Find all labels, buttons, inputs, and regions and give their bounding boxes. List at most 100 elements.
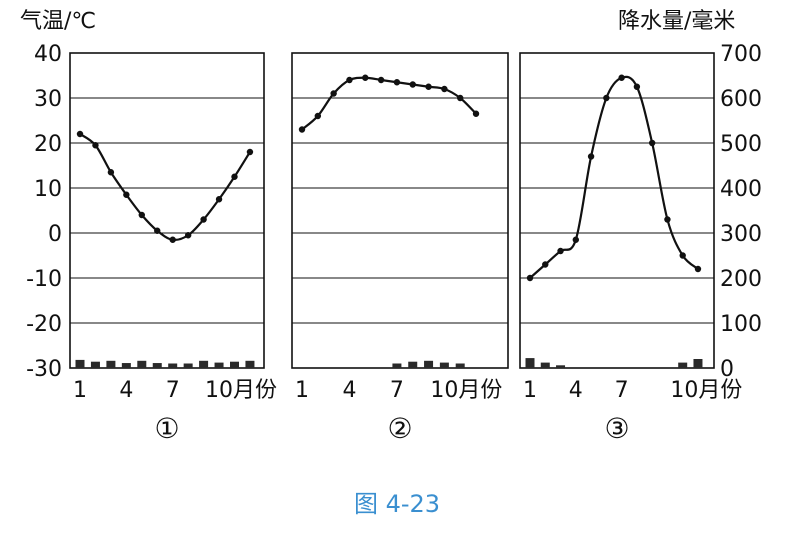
right-tick-label: 0 [720, 357, 734, 382]
temperature-point [603, 94, 610, 102]
panel-label: ③ [604, 412, 629, 445]
temperature-point [184, 232, 192, 239]
temperature-point [200, 216, 207, 223]
temperature-point [92, 142, 99, 149]
temperature-point [377, 76, 385, 84]
precip-bar [439, 362, 449, 368]
right-tick-label: 500 [720, 132, 762, 157]
x-tick-label: 1 [73, 378, 87, 403]
x-tick-label: 10 [205, 378, 233, 403]
temperature-point [346, 76, 353, 84]
precip-bar [214, 362, 224, 368]
left-tick-label: -30 [26, 357, 62, 382]
temperature-point [441, 85, 448, 93]
right-axis-label: 降水量/毫米 [618, 9, 735, 34]
temperature-point [314, 112, 322, 120]
right-tick-label: 700 [720, 42, 762, 67]
temperature-point [246, 148, 254, 156]
panel-label: ① [154, 412, 179, 445]
precip-bar [408, 361, 418, 368]
precip-bar [121, 363, 131, 368]
climate-panel-1: 1 4 7 10 月份 ① [69, 52, 277, 445]
temperature-point [138, 211, 145, 219]
temperature-point [557, 247, 564, 255]
climate-panel-3: 1 4 7 10月份 ③ [519, 52, 742, 445]
precip-bar [152, 363, 162, 368]
x-tick-label: 7 [390, 378, 404, 403]
right-tick-label: 100 [720, 312, 762, 337]
temperature-point [154, 227, 161, 234]
temperature-point [472, 110, 480, 117]
x-tick-label: 7 [166, 378, 180, 403]
temperature-point [330, 90, 337, 97]
x-tick-label: 7 [615, 378, 629, 403]
temperature-point [409, 81, 416, 88]
temperature-line [79, 133, 251, 242]
temperature-point [76, 130, 84, 138]
temperature-point [526, 274, 534, 282]
x-axis-suffix: 10月份 [670, 378, 742, 403]
temperature-point [694, 265, 702, 273]
precip-bar [137, 360, 147, 368]
temperature-point [298, 126, 306, 133]
temperature-point [362, 74, 369, 81]
left-tick-label: 30 [34, 87, 62, 112]
temperature-point [123, 191, 130, 198]
temperature-line [529, 75, 699, 279]
temperature-point [587, 153, 595, 160]
temperature-point [393, 79, 401, 86]
panel-frame [69, 52, 265, 369]
precip-bar [106, 360, 116, 368]
temperature-point [618, 74, 625, 81]
left-tick-label: 0 [48, 222, 62, 247]
precip-bar [525, 358, 535, 368]
precip-bar [693, 359, 703, 368]
temperature-point [215, 196, 223, 203]
precip-bar [199, 360, 209, 368]
temperature-point [542, 261, 549, 268]
precip-bar [168, 363, 178, 368]
temperature-point [231, 173, 238, 180]
left-tick-label: 20 [34, 132, 62, 157]
x-tick-label: 1 [523, 378, 537, 403]
left-tick-label: 40 [34, 42, 62, 67]
precip-bar [556, 365, 566, 368]
precip-bar [90, 361, 100, 368]
x-tick-label: 4 [342, 378, 356, 403]
right-tick-label: 400 [720, 177, 762, 202]
temperature-point [457, 94, 464, 102]
temperature-point [572, 236, 580, 243]
right-tick-label: 300 [720, 222, 762, 247]
panel-label: ② [387, 412, 412, 445]
precip-bar [245, 360, 255, 368]
climate-panel-2: 1 4 7 10 月份 ② [291, 52, 509, 445]
x-axis-suffix: 月份 [458, 378, 502, 403]
left-tick-label: 10 [34, 177, 62, 202]
x-tick-label: 4 [119, 378, 133, 403]
temperature-point [664, 216, 671, 223]
precip-bar [540, 362, 550, 368]
right-tick-label: 600 [720, 87, 762, 112]
precip-bar [183, 363, 193, 368]
figure-caption: 图 4-23 [354, 490, 440, 518]
left-axis-label: 气温/℃ [20, 9, 96, 34]
right-tick-label: 200 [720, 267, 762, 292]
left-tick-label: -20 [26, 312, 62, 337]
temperature-point [633, 83, 641, 90]
temperature-point [169, 236, 176, 243]
left-tick-label: -10 [26, 267, 62, 292]
x-tick-label: 10 [430, 378, 458, 403]
panel-frame [519, 52, 715, 369]
panel-frame [291, 52, 509, 369]
temperature-point [679, 252, 686, 259]
x-axis-suffix: 月份 [233, 378, 277, 403]
temperature-point [107, 169, 115, 176]
precip-bar [230, 361, 239, 368]
temperature-line [301, 76, 477, 131]
precip-bar [424, 360, 434, 368]
right-axis: 700 600 500 400 300 200 100 0 [720, 42, 762, 382]
x-tick-label: 4 [569, 378, 583, 403]
precip-bar [455, 363, 465, 368]
